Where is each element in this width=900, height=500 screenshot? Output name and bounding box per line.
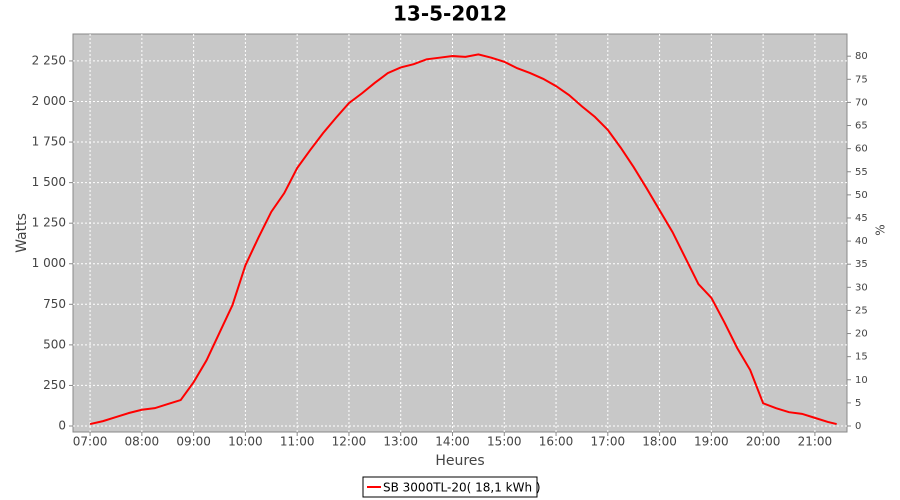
- y-tick-label: 750: [43, 297, 66, 311]
- y2-tick-label: 45: [855, 213, 868, 224]
- y-tick-label: 1 500: [32, 175, 66, 189]
- y-tick-label: 250: [43, 378, 66, 392]
- x-axis-label: Heures: [435, 453, 484, 469]
- x-tick-label: 21:00: [798, 435, 833, 449]
- y-tick-label: 2 250: [32, 53, 66, 67]
- y2-tick-label: 25: [855, 305, 868, 316]
- plot-area: [72, 33, 848, 433]
- line: [89, 53, 837, 426]
- y2-tick-label: 20: [855, 329, 868, 340]
- legend-label: SB 3000TL-20( 18,1 kWh ): [383, 481, 541, 495]
- y-axis-label: Watts: [14, 213, 30, 253]
- x-tick-label: 19:00: [694, 435, 729, 449]
- chart-title: 13-5-2012: [393, 2, 507, 26]
- x-tick-label: 09:00: [176, 435, 211, 449]
- x-tick-label: 17:00: [591, 435, 626, 449]
- y2-tick-label: 15: [855, 352, 868, 363]
- y2-tick-label: 55: [855, 167, 868, 178]
- legend: [362, 476, 538, 498]
- y2-tick-label: 40: [855, 236, 868, 247]
- y-tick-label: 0: [58, 418, 66, 432]
- y-tick-label: 1 250: [32, 216, 66, 230]
- y2-tick-label: 0: [855, 421, 861, 432]
- y2-tick-label: 80: [855, 51, 868, 62]
- x-tick-label: 11:00: [280, 435, 315, 449]
- y2-tick-label: 75: [855, 74, 868, 85]
- x-tick-label: 20:00: [746, 435, 781, 449]
- y2-tick-label: 30: [855, 282, 868, 293]
- x-tick-label: 08:00: [125, 435, 160, 449]
- y2-tick-label: 50: [855, 190, 868, 201]
- x-tick-label: 15:00: [487, 435, 522, 449]
- x-tick-label: 10:00: [228, 435, 263, 449]
- x-tick-label: 07:00: [73, 435, 108, 449]
- y-tick-label: 1 750: [32, 135, 66, 149]
- x-tick-label: 12:00: [332, 435, 367, 449]
- y2-tick-label: 70: [855, 97, 868, 108]
- y-tick-label: 500: [43, 337, 66, 351]
- y2-tick-label: 35: [855, 259, 868, 270]
- y2-tick-label: 60: [855, 144, 868, 155]
- y2-axis-label: %: [874, 224, 888, 235]
- x-tick-label: 16:00: [539, 435, 574, 449]
- y2-tick-label: 10: [855, 375, 868, 386]
- x-tick-label: 18:00: [642, 435, 677, 449]
- y2-tick-label: 5: [855, 398, 861, 409]
- y-tick-label: 2 000: [32, 94, 66, 108]
- x-tick-label: 14:00: [435, 435, 470, 449]
- y-tick-label: 1 000: [32, 256, 66, 270]
- x-tick-label: 13:00: [383, 435, 418, 449]
- y2-tick-label: 65: [855, 121, 868, 132]
